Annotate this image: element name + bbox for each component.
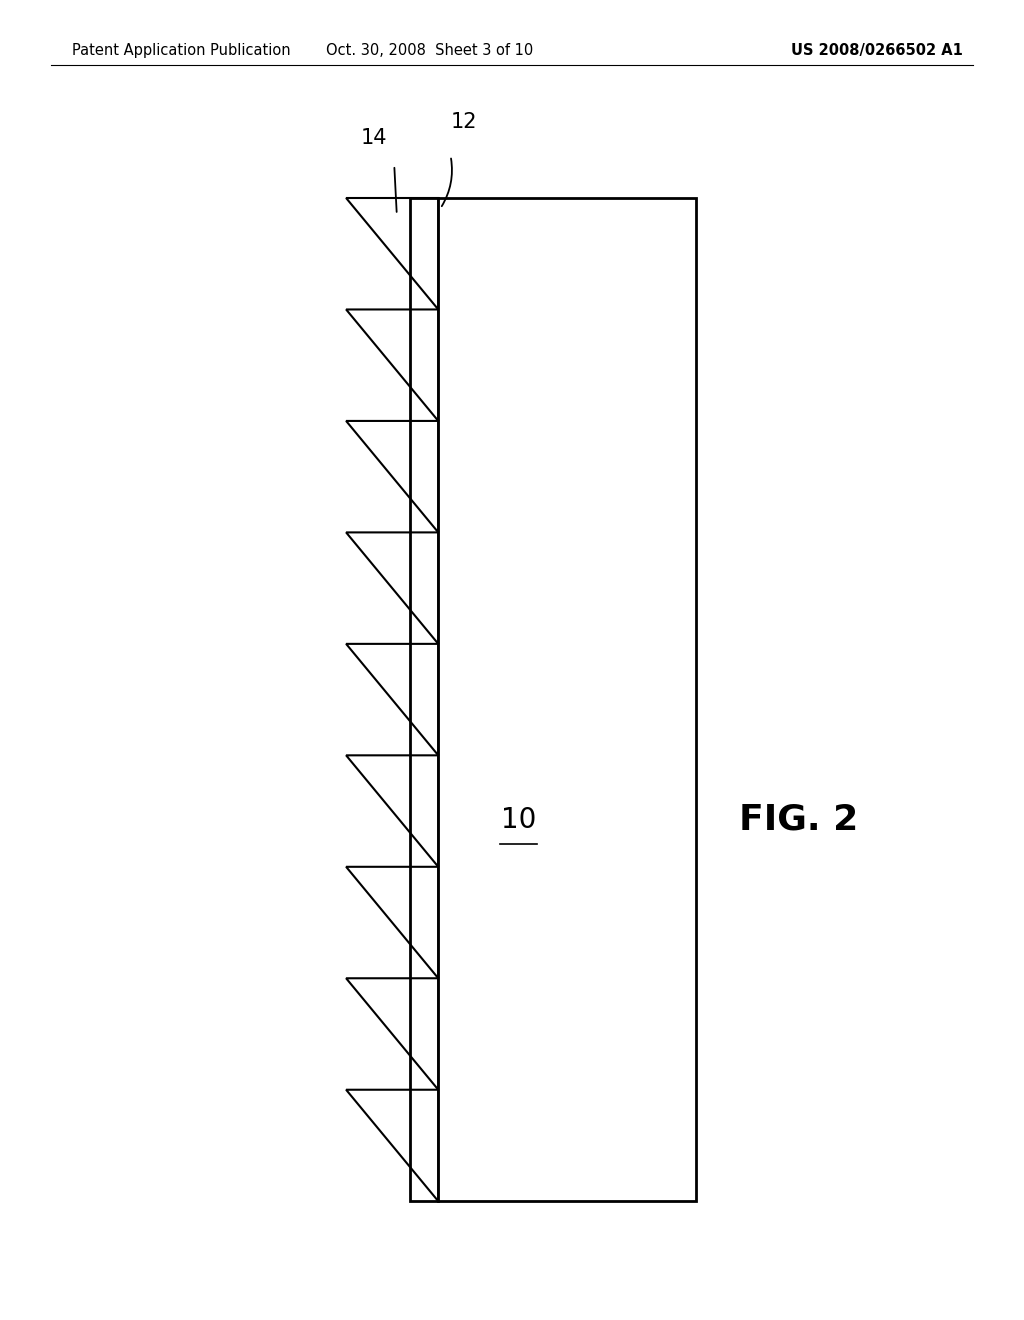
Text: 10: 10	[501, 807, 537, 834]
Text: FIG. 2: FIG. 2	[739, 803, 858, 837]
Text: Oct. 30, 2008  Sheet 3 of 10: Oct. 30, 2008 Sheet 3 of 10	[327, 42, 534, 58]
Bar	[410, 198, 696, 1201]
Text: US 2008/0266502 A1: US 2008/0266502 A1	[791, 42, 963, 58]
Text: 12: 12	[451, 112, 477, 132]
Text: 14: 14	[360, 128, 387, 148]
Text: Patent Application Publication: Patent Application Publication	[72, 42, 291, 58]
